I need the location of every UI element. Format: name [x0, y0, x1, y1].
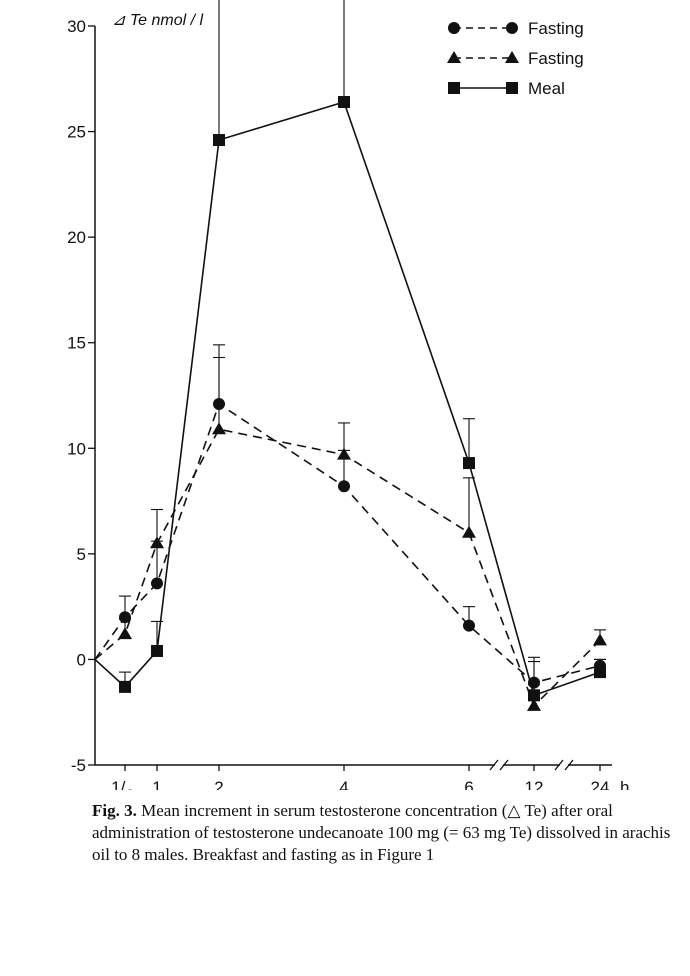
y-tick-label: 5	[77, 545, 86, 564]
legend-label: Fasting	[528, 19, 584, 38]
series-line-circle	[94, 402, 601, 684]
y-axis-label: ⊿ Te nmol / l	[112, 12, 204, 29]
chart-series	[94, 0, 607, 711]
data-point-triangle	[212, 422, 226, 435]
legend-marker-square	[506, 82, 518, 94]
data-point-square	[594, 666, 606, 679]
legend-marker-square	[448, 82, 460, 94]
x-axis-break-mark	[564, 759, 574, 771]
x-tick-label: 4	[339, 778, 348, 790]
x-tick-label: 1	[152, 778, 161, 790]
series-line-triangle	[94, 428, 601, 708]
data-point-triangle	[527, 698, 541, 711]
data-point-circle	[151, 577, 163, 590]
data-point-circle	[463, 619, 475, 632]
y-tick-label: 25	[67, 123, 86, 142]
y-tick-label: 20	[67, 228, 86, 247]
data-point-circle	[119, 611, 131, 624]
legend-marker-circle	[448, 22, 460, 34]
data-point-triangle	[337, 447, 351, 460]
x-axis-unit: h	[620, 778, 629, 790]
data-point-triangle	[118, 627, 132, 640]
series-triangle	[94, 344, 607, 711]
legend-label: Fasting	[528, 49, 584, 68]
x-tick-label: 6	[464, 778, 473, 790]
data-point-square	[213, 134, 225, 147]
series-square	[94, 0, 606, 702]
data-point-square	[463, 457, 475, 470]
data-point-square	[119, 680, 131, 693]
chart-legend: Fasting Fasting Meal	[447, 19, 584, 98]
x-axis-break-mark	[554, 759, 564, 771]
y-tick-label: -5	[71, 756, 86, 775]
x-axis-break-mark	[489, 759, 499, 771]
data-point-square	[528, 689, 540, 702]
legend-label: Meal	[528, 79, 565, 98]
x-tick-label: 1/2	[111, 778, 135, 790]
y-tick-label: 10	[67, 439, 86, 458]
series-circle	[94, 356, 606, 689]
figure-label: Fig. 3.	[92, 801, 137, 820]
legend-marker-triangle	[505, 51, 519, 63]
data-point-square	[151, 644, 163, 657]
y-tick-label: 15	[67, 334, 86, 353]
figure-caption: Fig. 3. Mean increment in serum testoste…	[92, 800, 672, 866]
data-point-triangle	[593, 633, 607, 646]
legend-marker-triangle	[447, 51, 461, 63]
data-point-triangle	[462, 525, 476, 538]
data-point-triangle	[150, 536, 164, 549]
x-tick-label: 12	[525, 778, 544, 790]
series-line-square	[94, 101, 601, 697]
y-tick-label: 30	[67, 17, 86, 36]
y-tick-label: 0	[77, 650, 86, 669]
legend-marker-circle	[506, 22, 518, 34]
figure-caption-text: Mean increment in serum testosterone con…	[92, 801, 671, 864]
x-tick-label: 2	[214, 778, 223, 790]
data-point-square	[338, 96, 350, 109]
x-tick-label: 24	[591, 778, 610, 790]
x-axis-break-mark	[499, 759, 509, 771]
data-point-circle	[338, 480, 350, 493]
